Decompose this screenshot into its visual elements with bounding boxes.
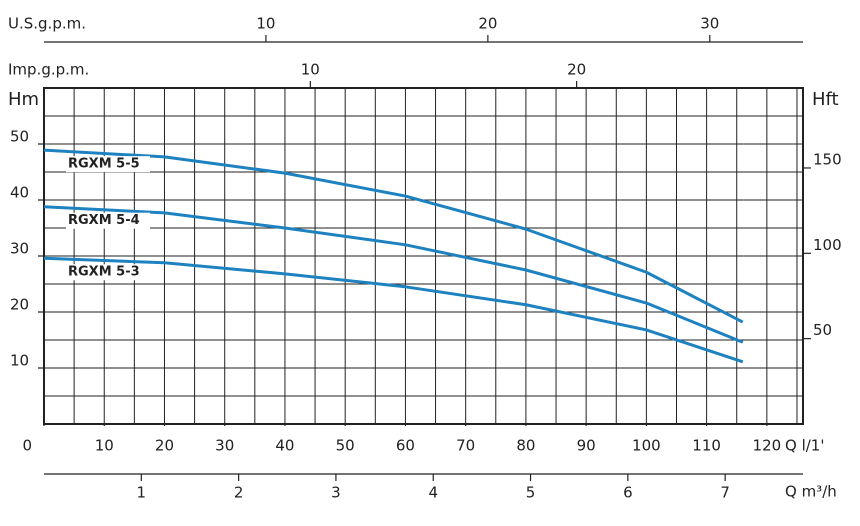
curve-label-bg — [66, 212, 150, 229]
y2-tick-label: 150 — [813, 150, 842, 168]
x-tick-label: 110 — [692, 437, 721, 455]
x2-tick-label: 3 — [331, 484, 341, 502]
x-tick-label: 30 — [215, 437, 234, 455]
x-tick-label: 50 — [336, 437, 355, 455]
curve — [43, 205, 744, 344]
x-tick-label: 20 — [155, 437, 174, 455]
y-tick-label: 30 — [10, 240, 29, 258]
x-tick-label: 120 — [753, 437, 782, 455]
y2-tick-label: 50 — [813, 321, 832, 339]
x2-tick-label: 6 — [623, 484, 633, 502]
top-axis-label: U.S.g.p.m. — [8, 15, 86, 33]
x-tick-label: 70 — [456, 437, 475, 455]
x-axis-label: Q l/1' — [785, 437, 824, 455]
x-tick-label: 60 — [396, 437, 415, 455]
curve-label: RGXM 5-5 — [68, 157, 140, 172]
x2-tick-label: 1 — [137, 484, 147, 502]
x-tick-label: 80 — [516, 437, 535, 455]
y-tick-label: 50 — [10, 128, 29, 146]
x-tick-label: 40 — [275, 437, 294, 455]
curve-label-bg — [66, 264, 150, 281]
top-tick-label: 10 — [256, 15, 275, 33]
x-tick-label: 100 — [632, 437, 661, 455]
x-tick-label: 90 — [577, 437, 596, 455]
top-tick-label: 20 — [478, 15, 497, 33]
top-tick-label: 20 — [567, 61, 586, 79]
y-tick-label: 20 — [10, 296, 29, 314]
curve — [43, 256, 744, 364]
x-tick-label: 10 — [95, 437, 114, 455]
x2-tick-label: 5 — [526, 484, 536, 502]
top-tick-label: 10 — [301, 61, 320, 79]
curve-label: RGXM 5-3 — [68, 265, 140, 280]
curve-label-bg — [66, 156, 150, 173]
y-axis-label: Hm — [8, 89, 39, 110]
x-tick-label: 0 — [22, 437, 32, 455]
x2-axis-label: Q m³/h — [785, 483, 837, 501]
curve — [43, 148, 744, 324]
x2-tick-label: 4 — [428, 484, 438, 502]
top-tick-label: 30 — [700, 15, 719, 33]
curve-label: RGXM 5-4 — [68, 213, 140, 228]
x2-tick-label: 2 — [234, 484, 244, 502]
top-axis-label: Imp.g.p.m. — [8, 61, 89, 79]
y2-tick-label: 100 — [813, 236, 842, 254]
y2-axis-label: Hft — [812, 89, 839, 110]
y-tick-label: 10 — [10, 352, 29, 370]
y-tick-label: 40 — [10, 184, 29, 202]
x2-tick-label: 7 — [720, 484, 730, 502]
